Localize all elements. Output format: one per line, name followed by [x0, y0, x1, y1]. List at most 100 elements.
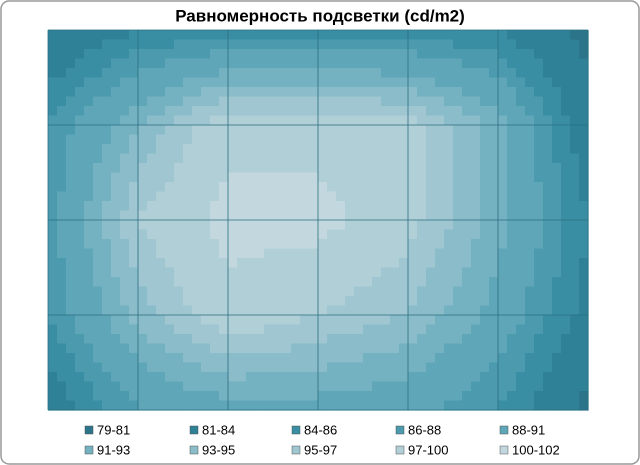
contour-cell	[138, 134, 148, 145]
contour-cell	[471, 201, 481, 212]
contour-cell	[102, 87, 112, 98]
contour-cell	[300, 315, 310, 326]
contour-cell	[309, 201, 319, 212]
contour-cell	[219, 115, 229, 126]
contour-cell	[282, 115, 292, 126]
contour-cell	[237, 353, 247, 364]
contour-cell	[102, 334, 112, 345]
contour-cell	[192, 239, 202, 250]
contour-cell	[246, 172, 256, 183]
contour-cell	[489, 87, 499, 98]
contour-cell	[561, 172, 571, 183]
contour-cell	[498, 163, 508, 174]
contour-cell	[453, 248, 463, 259]
contour-cell	[246, 372, 256, 383]
contour-cell	[111, 191, 121, 202]
contour-cell	[336, 391, 346, 402]
contour-cell	[507, 106, 517, 117]
contour-cell	[264, 172, 274, 183]
contour-cell	[219, 96, 229, 107]
contour-cell	[291, 87, 301, 98]
contour-cell	[525, 77, 535, 88]
contour-cell	[237, 286, 247, 297]
contour-cell	[480, 277, 490, 288]
contour-cell	[138, 172, 148, 183]
contour-cell	[381, 115, 391, 126]
contour-cell	[210, 58, 220, 69]
contour-cell	[354, 30, 364, 41]
contour-cell	[228, 277, 238, 288]
contour-cell	[282, 267, 292, 278]
contour-cell	[525, 39, 535, 50]
contour-cell	[318, 248, 328, 259]
contour-cell	[345, 172, 355, 183]
contour-cell	[417, 343, 427, 354]
contour-cell	[93, 201, 103, 212]
contour-cell	[399, 153, 409, 164]
contour-cell	[102, 125, 112, 136]
contour-cell	[579, 372, 589, 383]
contour-cell	[300, 153, 310, 164]
contour-cell	[489, 58, 499, 69]
legend-swatch	[291, 445, 301, 455]
contour-cell	[390, 248, 400, 259]
contour-cell	[120, 172, 130, 183]
contour-cell	[345, 248, 355, 259]
contour-cell	[174, 201, 184, 212]
contour-cell	[390, 144, 400, 155]
contour-cell	[507, 182, 517, 193]
contour-cell	[84, 125, 94, 136]
contour-cell	[147, 144, 157, 155]
contour-cell	[507, 267, 517, 278]
contour-cell	[390, 353, 400, 364]
contour-cell	[165, 201, 175, 212]
contour-cell	[516, 49, 526, 60]
contour-cell	[480, 134, 490, 145]
contour-cell	[525, 286, 535, 297]
contour-cell	[165, 248, 175, 259]
contour-cell	[336, 258, 346, 269]
contour-cell	[255, 125, 265, 136]
contour-cell	[309, 353, 319, 364]
contour-cell	[201, 68, 211, 79]
contour-cell	[48, 391, 58, 402]
contour-cell	[183, 77, 193, 88]
contour-cell	[435, 324, 445, 335]
contour-cell	[174, 286, 184, 297]
contour-cell	[426, 239, 436, 250]
contour-cell	[66, 144, 76, 155]
contour-cell	[111, 58, 121, 69]
contour-cell	[282, 353, 292, 364]
contour-cell	[138, 96, 148, 107]
contour-cell	[507, 391, 517, 402]
contour-cell	[210, 210, 220, 221]
contour-cell	[156, 305, 166, 316]
contour-cell	[390, 163, 400, 174]
contour-cell	[507, 305, 517, 316]
contour-cell	[183, 391, 193, 402]
contour-cell	[273, 39, 283, 50]
contour-cell	[318, 153, 328, 164]
contour-cell	[399, 39, 409, 50]
contour-cell	[363, 286, 373, 297]
contour-cell	[372, 58, 382, 69]
contour-cell	[309, 381, 319, 392]
contour-cell	[336, 220, 346, 231]
contour-cell	[291, 324, 301, 335]
contour-cell	[246, 391, 256, 402]
contour-cell	[273, 115, 283, 126]
contour-cell	[66, 96, 76, 107]
contour-cell	[498, 182, 508, 193]
contour-cell	[534, 68, 544, 79]
contour-cell	[246, 182, 256, 193]
contour-cell	[417, 305, 427, 316]
contour-cell	[345, 163, 355, 174]
contour-cell	[336, 58, 346, 69]
contour-cell	[165, 172, 175, 183]
contour-cell	[579, 115, 589, 126]
contour-cell	[147, 220, 157, 231]
contour-cell	[111, 315, 121, 326]
contour-cell	[525, 391, 535, 402]
contour-cell	[228, 163, 238, 174]
contour-cell	[66, 248, 76, 259]
